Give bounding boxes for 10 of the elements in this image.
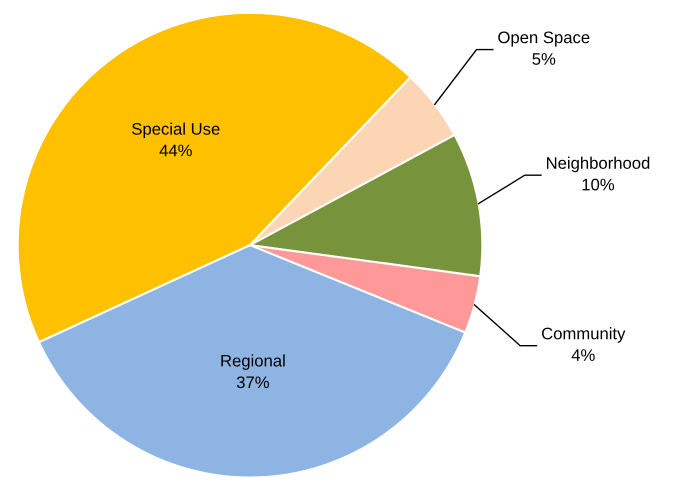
data-label: 37%	[236, 376, 269, 388]
data-label: 44%	[159, 144, 192, 156]
slice-label: Regional	[221, 354, 285, 370]
data-label: 4%	[572, 349, 595, 361]
slice-label: Community	[542, 327, 626, 343]
data-label: 5%	[532, 53, 556, 65]
data-label: 10%	[582, 178, 614, 190]
slice-label: Special Use	[132, 122, 220, 138]
slice-label: Open Space	[498, 31, 590, 47]
slice-label: Neighborhood	[546, 156, 650, 172]
